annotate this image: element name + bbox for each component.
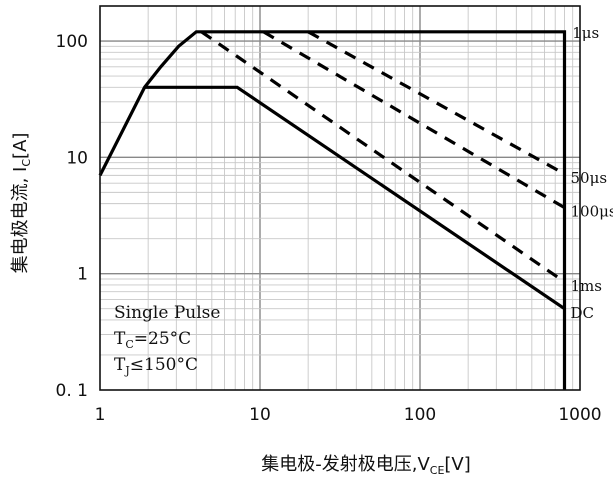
series-1ms-line [200, 30, 566, 284]
grid [100, 6, 580, 390]
series-50s-line [307, 30, 566, 176]
y-axis-title: 集电极电流, IC[A] [10, 133, 33, 274]
series-layer [98, 30, 567, 390]
condition-line: TJ≤150°C [114, 355, 198, 377]
series-label: 1ms [570, 277, 601, 295]
x-tick-label: 10 [249, 405, 271, 425]
y-tick-label: 1 [77, 265, 88, 285]
tick-labels: 1 10 100 1000 0. 1 1 10 100 [56, 32, 602, 425]
series-labels: 1μs 50μs 100μs 1ms DC [570, 24, 613, 322]
series-label: 1μs [572, 24, 599, 42]
y-tick-label: 10 [66, 148, 88, 168]
x-tick-label: 1 [95, 405, 106, 425]
y-tick-label: 0. 1 [56, 381, 88, 401]
condition-line: Single Pulse [114, 303, 220, 323]
x-axis-title: 集电极-发射极电压,VCE[V] [261, 454, 471, 477]
condition-line: TC=25°C [114, 329, 191, 351]
series-100s-line [262, 30, 566, 209]
series-DC-line [144, 85, 566, 311]
x-tick-label: 1000 [558, 405, 601, 425]
test-conditions: Single Pulse TC=25°C TJ≤150°C [114, 303, 220, 377]
series-label: 50μs [570, 169, 607, 187]
series-label: 100μs [570, 202, 613, 220]
plot-frame [99, 5, 581, 391]
series-label: DC [570, 304, 594, 322]
x-tick-label: 100 [404, 405, 436, 425]
y-tick-label: 100 [56, 32, 88, 52]
